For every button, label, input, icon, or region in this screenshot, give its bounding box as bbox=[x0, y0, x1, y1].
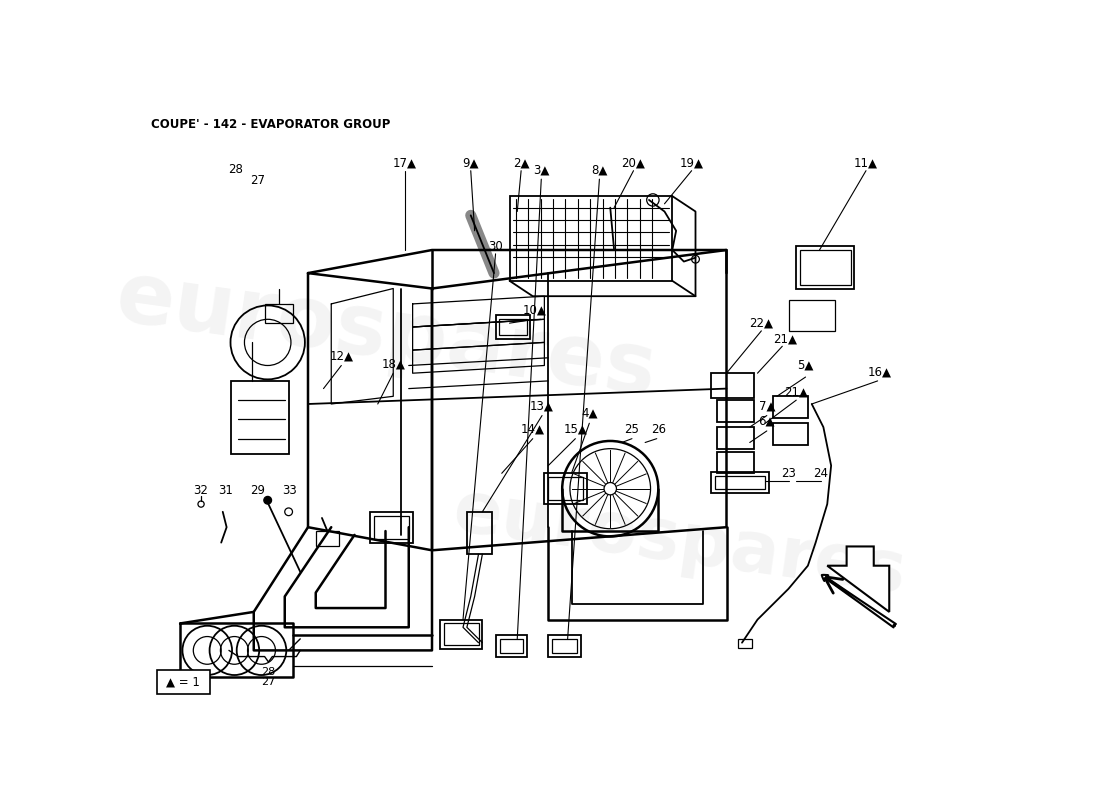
Bar bbox=[552, 639, 576, 653]
Text: 27: 27 bbox=[262, 678, 276, 687]
Text: 29: 29 bbox=[250, 484, 265, 497]
Bar bbox=[440, 619, 483, 649]
Text: 16▲: 16▲ bbox=[867, 365, 891, 378]
Text: 32: 32 bbox=[194, 484, 209, 497]
Text: 10▲: 10▲ bbox=[524, 303, 547, 317]
Bar bbox=[773, 423, 807, 445]
Text: 19▲: 19▲ bbox=[680, 157, 704, 170]
Text: 14▲: 14▲ bbox=[520, 423, 544, 436]
Text: 17▲: 17▲ bbox=[393, 157, 417, 170]
Text: 9▲: 9▲ bbox=[462, 157, 478, 170]
Text: 30: 30 bbox=[488, 240, 503, 253]
Text: 21▲: 21▲ bbox=[784, 386, 808, 399]
Text: 25: 25 bbox=[625, 423, 639, 436]
Bar bbox=[548, 635, 581, 657]
Text: 15▲: 15▲ bbox=[563, 423, 587, 436]
Bar bbox=[500, 639, 524, 653]
Text: 22▲: 22▲ bbox=[749, 317, 773, 330]
Text: 7▲: 7▲ bbox=[759, 399, 775, 412]
Bar bbox=[265, 304, 293, 323]
Text: 33: 33 bbox=[282, 484, 297, 497]
Text: 28: 28 bbox=[262, 667, 276, 678]
Circle shape bbox=[264, 496, 272, 504]
Bar bbox=[496, 635, 527, 657]
Bar bbox=[495, 315, 530, 338]
Bar bbox=[773, 396, 807, 418]
Bar bbox=[231, 381, 288, 454]
Text: 28: 28 bbox=[228, 163, 243, 177]
Bar bbox=[789, 300, 835, 331]
Text: 21▲: 21▲ bbox=[772, 332, 796, 345]
Circle shape bbox=[604, 482, 616, 495]
Text: 2▲: 2▲ bbox=[513, 157, 529, 170]
Text: 11▲: 11▲ bbox=[854, 157, 878, 170]
Text: 12▲: 12▲ bbox=[329, 350, 353, 362]
Bar bbox=[374, 516, 409, 538]
Text: 18▲: 18▲ bbox=[382, 358, 405, 370]
Bar bbox=[443, 623, 478, 645]
Bar bbox=[717, 427, 755, 449]
Bar bbox=[717, 400, 755, 422]
Text: eurospares: eurospares bbox=[110, 256, 661, 414]
Bar bbox=[548, 477, 583, 500]
Bar bbox=[711, 373, 754, 398]
Text: 13▲: 13▲ bbox=[530, 399, 554, 412]
Text: 4▲: 4▲ bbox=[581, 406, 597, 420]
Bar bbox=[466, 512, 492, 554]
Bar bbox=[715, 476, 766, 490]
Text: 6▲: 6▲ bbox=[759, 414, 775, 427]
Text: eurospares: eurospares bbox=[449, 477, 911, 609]
Polygon shape bbox=[827, 546, 889, 612]
Text: 23: 23 bbox=[781, 467, 796, 480]
Bar bbox=[370, 512, 412, 542]
Bar bbox=[796, 246, 855, 289]
Bar bbox=[509, 196, 672, 281]
Text: 24: 24 bbox=[814, 467, 828, 480]
Text: 5▲: 5▲ bbox=[798, 359, 814, 372]
Bar bbox=[157, 670, 210, 694]
Bar bbox=[316, 531, 339, 546]
Text: 3▲: 3▲ bbox=[534, 163, 550, 177]
Text: ▲ = 1: ▲ = 1 bbox=[166, 675, 200, 689]
Text: 26: 26 bbox=[651, 423, 667, 436]
Bar bbox=[711, 472, 769, 494]
Bar bbox=[717, 452, 755, 474]
Bar bbox=[544, 474, 587, 504]
Text: 20▲: 20▲ bbox=[621, 157, 646, 170]
Text: 8▲: 8▲ bbox=[591, 163, 607, 177]
Text: 27: 27 bbox=[250, 174, 265, 187]
Text: COUPE' - 142 - EVAPORATOR GROUP: COUPE' - 142 - EVAPORATOR GROUP bbox=[152, 118, 390, 130]
Bar bbox=[499, 319, 527, 334]
Bar bbox=[738, 639, 752, 648]
Bar bbox=[800, 250, 850, 285]
Text: 31: 31 bbox=[219, 484, 233, 497]
